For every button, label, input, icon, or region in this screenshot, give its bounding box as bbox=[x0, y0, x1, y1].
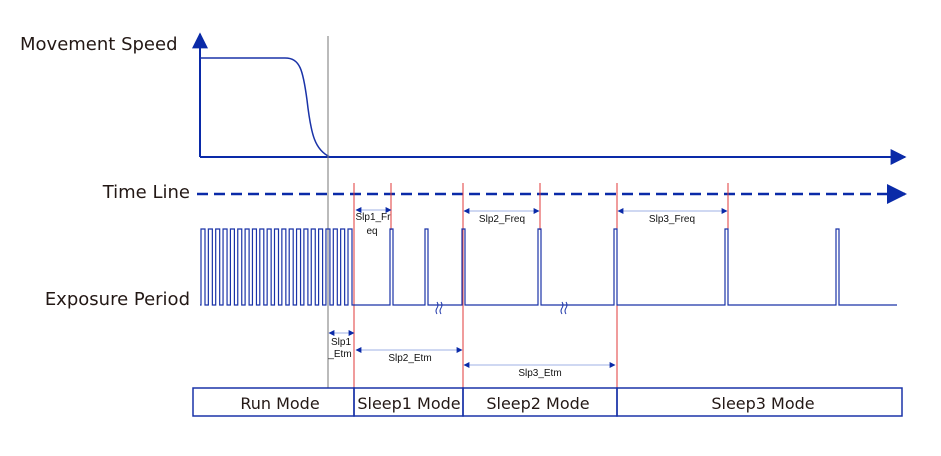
sleep3-mode-label: Sleep3 Mode bbox=[711, 394, 814, 413]
time-line-label: Time Line bbox=[102, 182, 190, 203]
sleep1-mode-label: Sleep1 Mode bbox=[357, 394, 460, 413]
exposure-period-label: Exposure Period bbox=[45, 289, 190, 310]
run-mode-label: Run Mode bbox=[240, 394, 319, 413]
slp3-etm-label: Slp3_Etm bbox=[518, 368, 561, 379]
speed-curve bbox=[200, 57, 331, 158]
slp1-etm-label-cont: _Etm bbox=[327, 349, 351, 360]
mode-markers bbox=[353, 183, 729, 388]
slp1-freq-label-cont: eq bbox=[366, 226, 377, 237]
exposure-signal bbox=[200, 228, 897, 306]
exposure-pulse-train bbox=[200, 228, 897, 306]
sleep3-mode-box bbox=[616, 387, 903, 417]
slp2-etm-label: Slp2_Etm bbox=[388, 353, 431, 364]
slp1-freq-label: Slp1_Fr bbox=[355, 212, 391, 223]
movement-speed-label: Movement Speed bbox=[20, 34, 178, 55]
slp1-etm-label: Slp1 bbox=[331, 337, 351, 348]
slp2-freq-label: Slp2_Freq bbox=[479, 214, 525, 225]
break-symbol bbox=[435, 301, 443, 315]
break-symbol bbox=[560, 301, 568, 315]
sleep2-mode-label: Sleep2 Mode bbox=[486, 394, 589, 413]
slp3-freq-label: Slp3_Freq bbox=[649, 214, 695, 225]
